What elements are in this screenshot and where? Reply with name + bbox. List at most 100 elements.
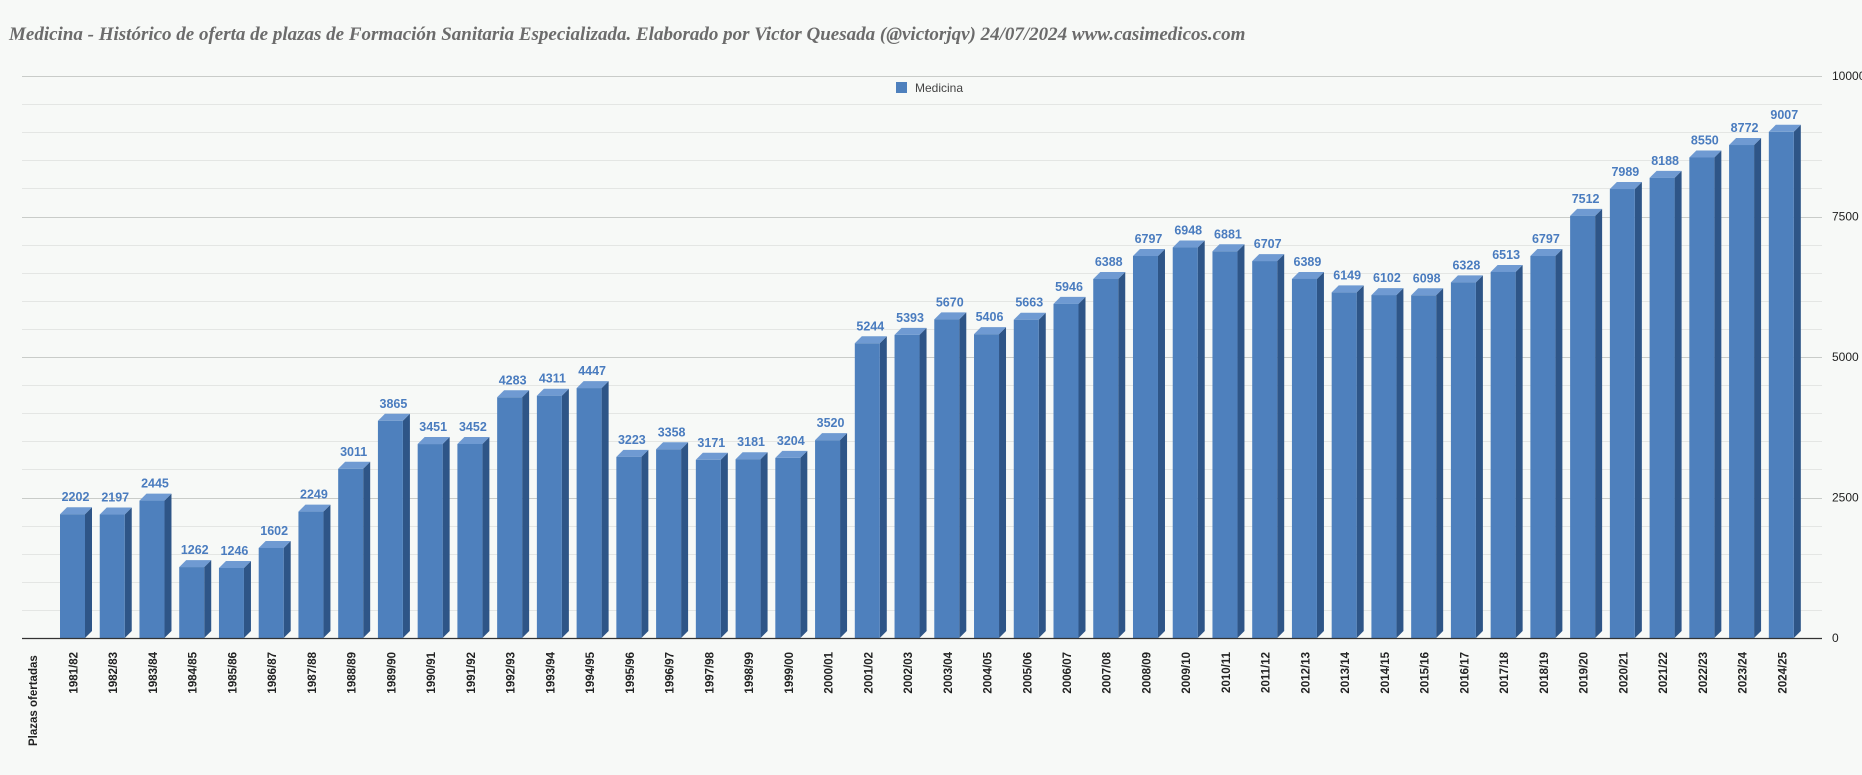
bar-side [1157,249,1165,638]
bar-front [1212,251,1238,639]
data-label-1985/86: 1246 [221,544,249,558]
x-axis-label: Plazas ofertadas [28,655,40,746]
bar-side [124,507,132,638]
bar-top [1132,249,1165,257]
legend: Medicina [896,81,963,95]
bar-top [616,449,649,457]
bar-front [179,567,205,638]
bar-side [999,327,1007,638]
y-axis-ticks: 0 2500 5000 7500 10000 [1832,69,1862,645]
x-tick-label-2015/16: 2015/16 [1420,652,1432,694]
bar-front [1371,295,1397,638]
bar-1983/84 [139,493,172,638]
bar-front [656,449,682,638]
bar-1988/89 [338,461,371,638]
bar-front [775,457,801,638]
y-tick-label: 10000 [1832,69,1862,83]
bar-side [283,540,291,638]
bar-2002/03 [894,327,927,638]
bar-top [457,436,490,444]
x-tick-label-2009/10: 2009/10 [1181,652,1193,694]
bar-2001/02 [854,336,887,638]
bar-top [1371,288,1404,296]
data-label-1982/83: 2197 [101,491,129,505]
data-label-2011/12: 6707 [1254,237,1282,251]
data-label-2007/08: 6388 [1095,255,1123,269]
bar-2022/23 [1689,150,1722,639]
bar-side [840,433,848,638]
data-label-2010/11: 6881 [1214,227,1242,241]
bar-side [1515,264,1523,638]
x-tick-label-2011/12: 2011/12 [1261,652,1273,693]
bar-top [1450,275,1483,283]
bar-front [1490,271,1516,638]
bar-front [457,443,483,638]
bar-front [854,343,880,638]
bar-side [1555,249,1563,638]
bar-top [179,560,212,568]
data-label-1989/90: 3865 [380,397,408,411]
bar-side [1316,271,1324,638]
x-tick-label-1999/00: 1999/00 [784,652,796,694]
y-tick-label: 5000 [1832,350,1859,364]
bar-side [720,452,728,638]
x-tick-label-1984/85: 1984/85 [188,651,200,693]
data-label-2020/21: 7989 [1611,165,1639,179]
bar-front [1530,256,1556,638]
bar-1992/93 [497,390,530,638]
bar-2012/13 [1291,271,1324,638]
legend-label-medicina: Medicina [915,81,963,95]
bar-side [1237,244,1245,639]
bar-top [1252,254,1285,262]
bar-front [1689,157,1715,639]
bar-side [1674,170,1682,638]
bars [60,124,1801,639]
bar-top [1768,124,1801,132]
data-label-1981/82: 2202 [62,490,90,504]
x-tick-label-2007/08: 2007/08 [1102,651,1114,693]
bar-side [1078,296,1086,638]
bar-top [377,413,410,421]
bar-top [1093,271,1126,279]
x-tick-label-2006/07: 2006/07 [1062,652,1074,694]
bar-front [974,334,1000,638]
data-label-2006/07: 5946 [1055,280,1083,294]
bar-front [60,514,85,638]
bar-1991/92 [457,436,490,638]
bar-front [815,440,841,638]
data-label-2003/04: 5670 [936,295,964,309]
x-tick-label-2024/25: 2024/25 [1777,651,1789,693]
bar-front [1570,215,1596,638]
bar-front [99,514,125,638]
x-tick-label-1989/90: 1989/90 [386,652,398,694]
bar-side [1197,240,1205,638]
x-tick-label-2020/21: 2020/21 [1618,651,1630,693]
bar-top [60,507,92,515]
bar-top [1172,240,1205,248]
x-tick-label-1997/98: 1997/98 [704,651,716,693]
bar-2009/10 [1172,240,1205,638]
x-tick-label-2005/06: 2005/06 [1022,652,1034,694]
bar-1986/87 [258,540,291,638]
x-tick-label-1990/91: 1990/91 [426,651,438,693]
x-tick-label-1988/89: 1988/89 [347,652,359,694]
data-label-1987/88: 2249 [300,488,328,502]
data-label-1999/00: 3204 [777,434,805,448]
data-label-1993/94: 4311 [539,372,566,386]
bar-2004/05 [974,327,1007,638]
data-label-2009/10: 6948 [1174,224,1202,238]
bar-front [1331,292,1357,638]
x-tick-label-1995/96: 1995/96 [625,652,637,694]
bar-front [576,388,602,638]
data-label-2002/03: 5393 [896,311,924,325]
bar-2014/15 [1371,288,1404,638]
bar-front [497,397,523,638]
x-tick-label-2003/04: 2003/04 [943,651,955,693]
bar-top [815,433,848,441]
x-tick-label-1985/86: 1985/86 [227,652,239,694]
bar-front [735,459,761,638]
bar-side [800,450,808,638]
bar-2023/24 [1729,138,1762,638]
bar-front [1649,177,1675,638]
